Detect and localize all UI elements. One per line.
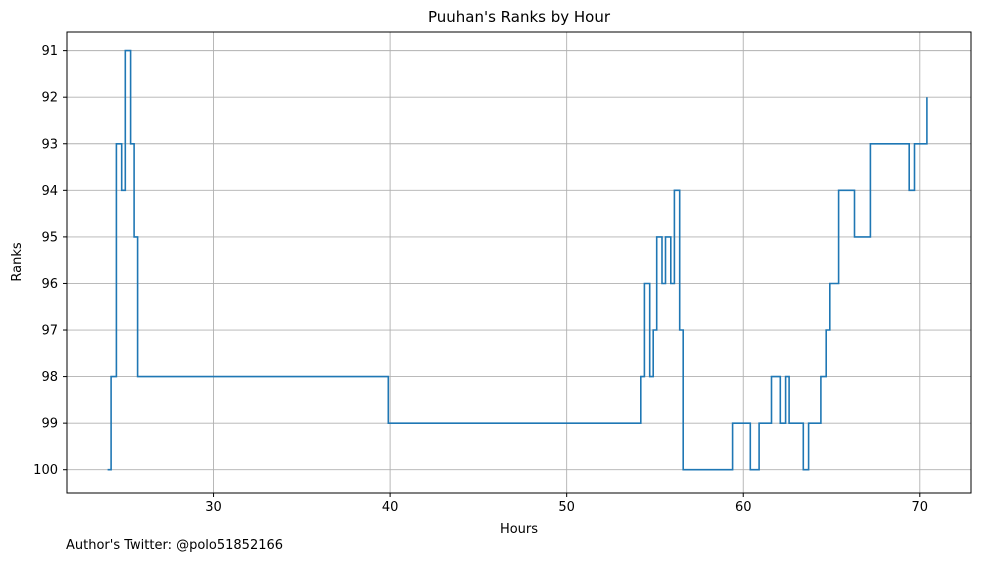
- y-tick-label: 97: [41, 324, 58, 339]
- y-axis-label: Ranks: [10, 242, 25, 281]
- y-tick-label: 94: [41, 184, 58, 199]
- x-axis-label: Hours: [500, 522, 538, 537]
- y-tick-label: 96: [41, 277, 58, 292]
- x-tick-label: 40: [382, 500, 399, 515]
- chart-title: Puuhan's Ranks by Hour: [428, 8, 611, 26]
- x-tick-label: 70: [912, 500, 929, 515]
- y-tick-label: 100: [33, 463, 58, 478]
- y-tick-label: 95: [41, 230, 58, 245]
- y-tick-label: 91: [41, 44, 58, 59]
- series-line: [107, 49, 928, 471]
- plot-frame: [66, 31, 972, 494]
- axis-ticks: 30 40 50 60 70 91 92 93 94 95 96 97 98 99 100: [33, 44, 928, 515]
- y-tick-label: 93: [41, 137, 58, 152]
- y-tick-label: 99: [41, 417, 58, 432]
- x-tick-label: 50: [558, 500, 575, 515]
- author-footnote: Author's Twitter: @polo51852166: [66, 538, 284, 553]
- x-tick-label: 30: [205, 500, 222, 515]
- y-tick-label: 92: [41, 91, 58, 106]
- y-tick-label: 98: [41, 370, 58, 385]
- x-tick-label: 60: [735, 500, 752, 515]
- series-layer: [107, 49, 928, 471]
